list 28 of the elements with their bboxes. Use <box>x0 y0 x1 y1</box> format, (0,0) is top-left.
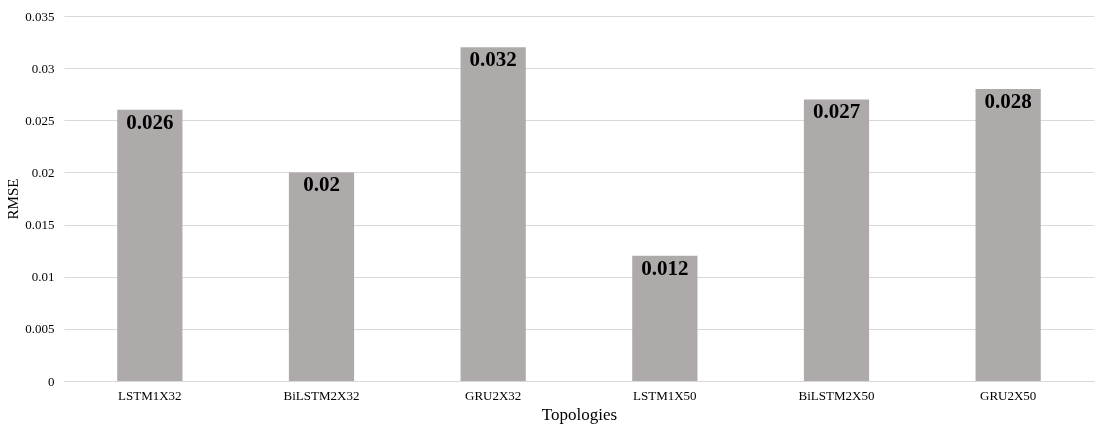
y-tick-label: 0 <box>48 373 55 389</box>
y-tick-label: 0.005 <box>25 321 55 337</box>
y-tick-label: 0.03 <box>31 60 55 76</box>
y-tick-label: 0.02 <box>31 164 55 180</box>
bar <box>288 172 355 381</box>
y-tick-label: 0.035 <box>25 8 55 24</box>
x-tick-label: BiLSTM2X50 <box>798 387 875 403</box>
y-axis-title: RMSE <box>5 178 22 220</box>
bar <box>803 99 870 381</box>
data-label: 0.027 <box>812 99 861 124</box>
bar <box>632 255 698 381</box>
bar <box>117 109 183 381</box>
bar <box>975 89 1041 381</box>
x-axis-title: Topologies <box>541 404 618 424</box>
x-tick-label: GRU2X50 <box>979 387 1037 403</box>
x-tick-label: LSTM1X50 <box>633 387 697 403</box>
y-tick-label: 0.01 <box>31 269 55 285</box>
data-label: 0.028 <box>984 89 1032 113</box>
data-label: 0.012 <box>641 255 689 280</box>
data-label: 0.026 <box>126 109 174 134</box>
x-tick-label: LSTM1X32 <box>118 387 182 403</box>
y-tick-label: 0.025 <box>25 112 55 128</box>
data-label: 0.02 <box>303 172 340 197</box>
y-tick-label: 0.015 <box>25 217 55 233</box>
data-label: 0.032 <box>469 47 517 72</box>
x-tick-label: GRU2X32 <box>464 387 522 403</box>
x-tick-label: BiLSTM2X32 <box>283 387 360 403</box>
bar <box>460 47 526 381</box>
